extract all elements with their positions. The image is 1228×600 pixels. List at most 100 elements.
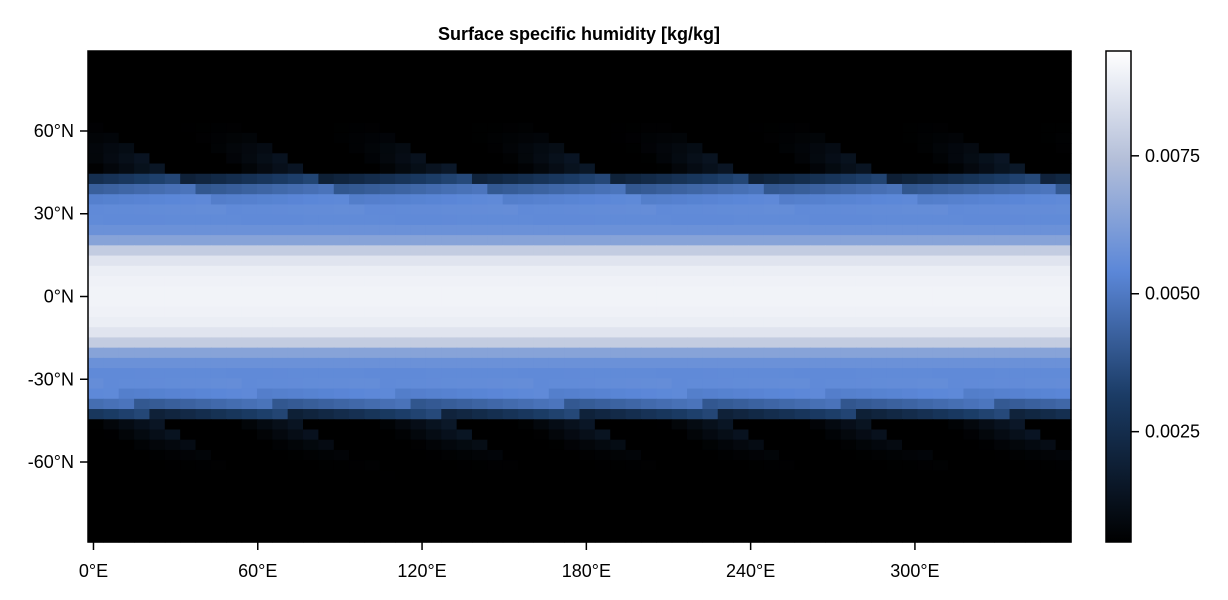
heatmap-cell (948, 306, 965, 318)
heatmap-cell (1055, 143, 1072, 154)
heatmap-cell (809, 286, 826, 298)
heatmap-cell (855, 429, 872, 441)
heatmap-cell (1009, 102, 1026, 113)
heatmap-cell (364, 245, 381, 257)
heatmap-cell (932, 81, 949, 93)
heatmap-cell (794, 460, 811, 471)
heatmap-cell (717, 460, 734, 471)
heatmap-cell (1009, 122, 1026, 134)
heatmap-cell (717, 245, 734, 257)
heatmap-cell (471, 347, 488, 359)
heatmap-cell (487, 276, 504, 287)
heatmap-cell (241, 265, 258, 277)
heatmap-cell (564, 419, 581, 431)
heatmap-cell (994, 102, 1011, 113)
heatmap-cell (395, 449, 412, 461)
heatmap-cell (241, 112, 258, 124)
heatmap-cell (134, 245, 151, 257)
heatmap-cell (1024, 204, 1041, 216)
heatmap-cell (425, 204, 442, 216)
heatmap-cell (395, 71, 412, 83)
heatmap-cell (948, 122, 965, 134)
heatmap-cell (640, 214, 657, 226)
heatmap-cell (978, 470, 995, 482)
heatmap-cell (164, 265, 181, 277)
heatmap-cell (932, 388, 949, 400)
heatmap-cell (687, 337, 703, 349)
heatmap-cell (579, 112, 596, 124)
heatmap-cell (640, 429, 657, 441)
heatmap-cell (978, 245, 995, 257)
heatmap-cell (349, 357, 366, 369)
heatmap-cell (779, 173, 796, 185)
heatmap-cell (871, 132, 888, 144)
heatmap-cell (287, 102, 304, 113)
heatmap-cell (287, 122, 304, 134)
heatmap-cell (226, 306, 243, 318)
heatmap-cell (1040, 357, 1057, 369)
heatmap-cell (825, 511, 842, 523)
heatmap-cell (226, 214, 243, 226)
heatmap-cell (318, 163, 335, 175)
heatmap-cell (825, 91, 842, 103)
heatmap-cell (902, 511, 919, 523)
heatmap-cell (364, 439, 381, 451)
heatmap-cell (226, 112, 243, 124)
heatmap-cell (687, 409, 703, 420)
heatmap-cell (733, 521, 750, 533)
heatmap-cell (625, 388, 642, 400)
heatmap-cell (825, 347, 842, 359)
heatmap-cell (88, 153, 104, 165)
heatmap-cell (702, 173, 719, 185)
heatmap-cell (994, 132, 1011, 144)
heatmap-cell (594, 214, 611, 226)
heatmap-cell (425, 173, 442, 185)
heatmap-cell (917, 235, 934, 246)
heatmap-cell (594, 153, 611, 165)
heatmap-cell (717, 480, 734, 492)
heatmap-cell (687, 480, 703, 492)
heatmap-cell (149, 163, 166, 175)
heatmap-cell (948, 102, 965, 113)
heatmap-cell (241, 286, 258, 298)
heatmap-cell (733, 245, 750, 257)
heatmap-cell (932, 419, 949, 431)
heatmap-cell (518, 235, 535, 246)
heatmap-cell (1040, 224, 1057, 236)
heatmap-cell (717, 143, 734, 154)
heatmap-cell (1024, 286, 1041, 298)
heatmap-cell (118, 71, 135, 83)
heatmap-cell (794, 470, 811, 482)
heatmap-cell (518, 102, 535, 113)
heatmap-cell (840, 429, 857, 441)
heatmap-cell (226, 347, 243, 359)
heatmap-cell (379, 194, 396, 206)
heatmap-cell (579, 214, 596, 226)
heatmap-cell (118, 102, 135, 113)
heatmap-cell (226, 81, 243, 93)
heatmap-cell (748, 296, 765, 308)
heatmap-cell (425, 470, 442, 482)
heatmap-cell (871, 398, 888, 410)
heatmap-cell (610, 429, 627, 441)
heatmap-cell (487, 419, 504, 431)
heatmap-cell (794, 327, 811, 339)
heatmap-cell (272, 235, 289, 246)
heatmap-cell (272, 306, 289, 318)
heatmap-cell (656, 61, 673, 73)
heatmap-cell (994, 419, 1011, 431)
heatmap-cell (886, 224, 903, 236)
heatmap-cell (886, 71, 903, 83)
heatmap-cell (932, 296, 949, 308)
heatmap-cell (564, 306, 581, 318)
heatmap-cell (763, 286, 780, 298)
heatmap-cell (456, 368, 473, 379)
heatmap-cell (318, 91, 335, 103)
heatmap-cell (763, 316, 780, 328)
heatmap-cell (1055, 337, 1072, 349)
heatmap-cell (518, 409, 535, 420)
heatmap-cell (978, 409, 995, 420)
heatmap-cell (441, 286, 458, 298)
heatmap-cell (748, 306, 765, 318)
heatmap-cell (195, 81, 212, 93)
